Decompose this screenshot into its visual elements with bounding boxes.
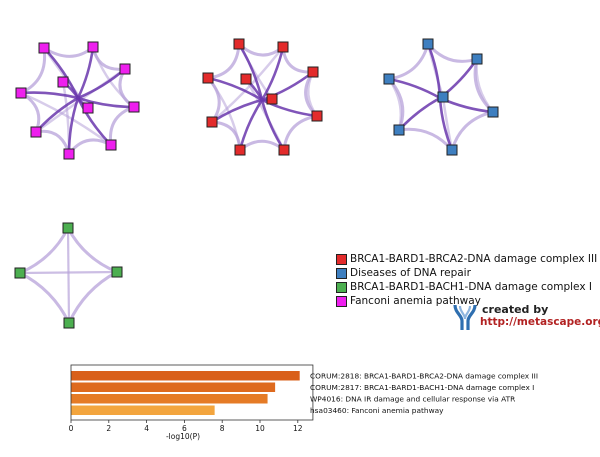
bar-label-group: CORUM:2818: BRCA1-BARD1-BRCA2-DNA damage… bbox=[310, 372, 538, 416]
network-edge bbox=[450, 110, 495, 152]
bar bbox=[71, 394, 268, 404]
network-node[interactable] bbox=[63, 317, 75, 329]
network-edge bbox=[66, 227, 71, 324]
x-tick-label: 2 bbox=[106, 424, 111, 433]
legend-item: Fanconi anemia pathway bbox=[336, 294, 597, 308]
network-node[interactable] bbox=[278, 144, 290, 156]
legend-label: BRCA1-BARD1-BACH1-DNA damage complex I bbox=[350, 281, 592, 293]
network-node[interactable] bbox=[240, 73, 252, 85]
network-edge bbox=[19, 270, 118, 275]
network-node[interactable] bbox=[446, 144, 458, 156]
network-node[interactable] bbox=[82, 102, 94, 114]
network-edge bbox=[66, 226, 119, 274]
x-tick-label: 12 bbox=[293, 424, 303, 433]
legend-swatch bbox=[336, 267, 347, 279]
bar bbox=[71, 371, 300, 381]
credit-text: created by bbox=[482, 303, 549, 316]
network-node[interactable] bbox=[437, 91, 449, 103]
legend-item: Diseases of DNA repair bbox=[336, 266, 597, 280]
bar bbox=[71, 405, 215, 415]
x-tick-label: 8 bbox=[220, 424, 225, 433]
bar-label: CORUM:2817: BRCA1-BARD1-BACH1-DNA damage… bbox=[310, 383, 534, 392]
x-axis: 0 2 4 6 8 10 12 bbox=[69, 364, 314, 433]
network-node[interactable] bbox=[30, 126, 42, 138]
network-node[interactable] bbox=[62, 222, 74, 234]
network-node[interactable] bbox=[471, 53, 483, 65]
network-node[interactable] bbox=[202, 72, 214, 84]
network-node[interactable] bbox=[311, 110, 323, 122]
network-edge bbox=[238, 139, 286, 152]
network-node[interactable] bbox=[57, 76, 69, 88]
network-edge bbox=[387, 42, 430, 81]
bar bbox=[71, 382, 276, 392]
legend-label: BRCA1-BARD1-BRCA2-DNA damage complex III bbox=[350, 253, 598, 265]
bar-group bbox=[71, 371, 300, 415]
network-node[interactable] bbox=[233, 38, 245, 50]
network-edge bbox=[18, 226, 70, 275]
network-node[interactable] bbox=[63, 148, 75, 160]
legend-label: Fanconi anemia pathway bbox=[350, 295, 481, 307]
plot-frame bbox=[70, 364, 314, 421]
x-tick-label: 10 bbox=[255, 424, 265, 433]
network-node[interactable] bbox=[307, 66, 319, 78]
metascape-credit: created by http://metascape.org bbox=[452, 303, 600, 331]
network-edge bbox=[67, 138, 113, 156]
bar-label: hsa03460: Fanconi anemia pathway bbox=[310, 406, 444, 415]
network-node[interactable] bbox=[234, 144, 246, 156]
x-tick-label: 4 bbox=[144, 424, 149, 433]
network-diagram bbox=[14, 38, 499, 329]
metascape-logo-icon bbox=[453, 304, 477, 330]
network-node[interactable] bbox=[277, 41, 289, 53]
credit-link[interactable]: http://metascape.org bbox=[480, 316, 600, 328]
legend-item: BRCA1-BARD1-BRCA2-DNA damage complex III bbox=[336, 252, 597, 266]
x-tick-label: 6 bbox=[182, 424, 187, 433]
network-node[interactable] bbox=[38, 42, 50, 54]
network-node[interactable] bbox=[206, 116, 218, 128]
legend: BRCA1-BARD1-BRCA2-DNA damage complex III… bbox=[336, 252, 597, 308]
network-node[interactable] bbox=[87, 41, 99, 53]
legend-swatch bbox=[336, 295, 347, 307]
network-node[interactable] bbox=[393, 124, 405, 136]
network-node[interactable] bbox=[119, 63, 131, 75]
network-edge bbox=[397, 127, 454, 152]
network-edge bbox=[387, 77, 403, 132]
network-edge bbox=[19, 46, 47, 95]
bar-label: CORUM:2818: BRCA1-BARD1-BRCA2-DNA damage… bbox=[310, 372, 538, 381]
network-node[interactable] bbox=[105, 139, 117, 151]
network-node[interactable] bbox=[487, 106, 499, 118]
network-node[interactable] bbox=[422, 38, 434, 50]
legend-item: BRCA1-BARD1-BACH1-DNA damage complex I bbox=[336, 280, 597, 294]
network-node[interactable] bbox=[14, 267, 26, 279]
x-tick-label: 0 bbox=[69, 424, 74, 433]
network-node[interactable] bbox=[266, 93, 278, 105]
legend-label: Diseases of DNA repair bbox=[350, 267, 471, 279]
legend-swatch bbox=[336, 281, 347, 293]
x-axis-label: -log10(P) bbox=[166, 432, 200, 441]
network-node[interactable] bbox=[383, 73, 395, 85]
network-edge bbox=[108, 105, 136, 147]
network-edge bbox=[18, 271, 71, 325]
network-node[interactable] bbox=[111, 266, 123, 278]
network-node[interactable] bbox=[15, 87, 27, 99]
network-edge bbox=[426, 42, 479, 63]
network-edge bbox=[397, 96, 442, 132]
network-nodes bbox=[14, 38, 499, 329]
bar-label: WP4016: DNA IR damage and cellular respo… bbox=[310, 395, 515, 404]
legend-swatch bbox=[336, 253, 347, 265]
enrichment-bar-chart: 0 2 4 6 8 10 12 CORUM:2818: BRCA1-BARD1-BRCA2-… bbox=[69, 364, 538, 441]
network-node[interactable] bbox=[128, 101, 140, 113]
network-edge bbox=[67, 270, 119, 325]
